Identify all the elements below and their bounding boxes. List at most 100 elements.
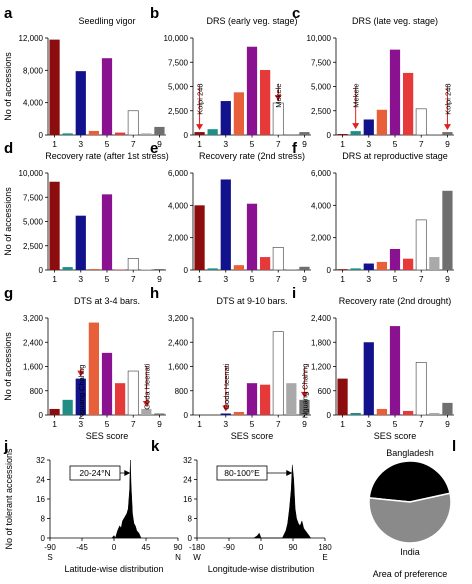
y-tick-label: 6,000: [168, 169, 189, 178]
panel-title: Seedling vigor: [78, 16, 135, 26]
annotation-kolpi-248: Kolpi 248: [443, 84, 452, 131]
bar-score-7: [127, 258, 139, 271]
pie-label: Bangladesh: [386, 448, 434, 458]
annotation-nguang-chahng: Nguang Chahng: [77, 365, 86, 420]
annotation-label: Nguang Chahng: [77, 365, 86, 420]
bar-score-4: [88, 322, 100, 415]
x-tick-label: 9: [302, 274, 307, 284]
panel-letter: a: [4, 5, 13, 22]
annotation-goda-heenati: Goda Heenati: [222, 363, 231, 412]
panel-letter: k: [151, 438, 160, 455]
bar-score-4: [376, 261, 388, 270]
x-tick-label: 3: [223, 274, 228, 284]
panel-l: l Bangladesh India Area of preference: [368, 438, 456, 579]
bar-score-5: [101, 352, 113, 415]
bar-score-5: [246, 203, 258, 270]
y-tick-label: 5,000: [168, 83, 189, 92]
annotation-label: Goda Heenati: [142, 363, 151, 410]
bar-score-2: [207, 129, 218, 135]
y-tick-label: 2,000: [311, 234, 332, 243]
pie-slice-bangladesh: [368, 460, 451, 503]
y-tick-label: 8,000: [23, 66, 44, 75]
bar-score-2: [350, 268, 361, 270]
panel-title: DRS at reproductive stage: [342, 151, 448, 161]
y-tick-label: 0: [188, 534, 193, 543]
y-tick-label: 24: [183, 476, 192, 485]
x-tick-label: 3: [366, 419, 371, 429]
x-tick-label: 9: [302, 139, 307, 149]
panel-letter: f: [292, 140, 298, 157]
bar-score-8: [429, 134, 440, 135]
x-tick-label: 1: [340, 419, 345, 429]
x-tick-label: 45: [142, 543, 151, 552]
x-tick-label: 9: [445, 419, 450, 429]
y-tick-label: 0: [184, 411, 189, 420]
callout-arrowhead: [124, 470, 131, 476]
bar-score-3: [75, 378, 86, 415]
bar-score-8: [141, 133, 152, 135]
x-tick-label: 9: [157, 419, 162, 429]
callout-arrowhead: [286, 470, 293, 476]
annotation-mekele: Mekele: [352, 84, 361, 130]
x-end-label: S: [47, 553, 52, 562]
y-tick-label: 1,600: [23, 363, 44, 372]
x-tick-label: 9: [445, 274, 450, 284]
bar-score-3: [363, 263, 374, 270]
x-axis-label: SES score: [231, 431, 274, 441]
x-tick-label: 90: [174, 543, 183, 552]
panel-title: Recovery rate (2nd drought): [339, 296, 452, 306]
bar-score-3: [363, 119, 374, 135]
bar-score-8: [286, 383, 297, 415]
bar-score-6: [402, 410, 414, 415]
bar-score-3: [220, 413, 231, 415]
bar-score-4: [376, 109, 388, 135]
bar-score-6: [402, 72, 414, 135]
panel-letter: c: [292, 5, 300, 22]
annotation-arrowhead: [77, 370, 85, 377]
y-tick-label: 0: [184, 131, 189, 140]
y-tick-label: 2,400: [23, 338, 44, 347]
bar-score-8: [429, 257, 440, 270]
peak-callout: 20-24°N: [69, 465, 131, 481]
y-tick-label: 2,400: [168, 338, 189, 347]
callout-label: 80-100°E: [224, 468, 260, 478]
annotation-label: Kolpi 248: [443, 84, 452, 115]
panel-c: c DRS (late veg. stage) 0 2,500 5,000 7,500 10…: [292, 5, 454, 149]
y-tick-label: 6,000: [311, 169, 332, 178]
y-axis-label: No of accessions: [3, 52, 13, 121]
x-tick-label: 5: [250, 139, 255, 149]
x-tick-label: 3: [223, 139, 228, 149]
panel-i: i Recovery rate (2nd drought) 0 600 1,200 1,8…: [292, 285, 454, 441]
annotation-label: Goda Heenati: [222, 363, 231, 410]
panel-e: e Recovery rate (2nd stress) 0 2,000 4,000 6,…: [150, 140, 311, 284]
bar-score-9: [442, 132, 453, 135]
x-tick-label: 5: [393, 274, 398, 284]
x-tick-label: 0: [259, 543, 264, 552]
bar-score-2: [207, 268, 218, 270]
bar-score-4: [376, 408, 388, 415]
panel-letter: i: [292, 285, 296, 302]
panel-k: k 0 8 16 24 32 -180 -90 0 90 180 W E Longitude-wise d…: [151, 438, 332, 574]
bar-score-8: [141, 408, 152, 415]
y-tick-label: 600: [318, 387, 332, 396]
x-tick-label: 3: [223, 419, 228, 429]
bar-score-2: [350, 412, 361, 415]
x-tick-label: 1: [340, 274, 345, 284]
panel-title: Recovery rate (after 1st stress): [45, 151, 169, 161]
y-axis-label: No of accessions: [3, 332, 13, 401]
y-tick-label: 10,000: [307, 34, 332, 43]
y-tick-label: 2,500: [311, 107, 332, 116]
bar-score-6: [259, 70, 271, 135]
x-axis-label: SES score: [86, 431, 129, 441]
y-tick-label: 1,800: [311, 338, 332, 347]
distribution-area: [111, 459, 142, 539]
bar-score-4: [88, 130, 100, 135]
x-tick-label: 1: [340, 139, 345, 149]
bar-score-5: [101, 58, 113, 136]
peak-callout: 80-100°E: [216, 465, 293, 481]
x-tick-label: 9: [157, 274, 162, 284]
bar-score-6: [402, 258, 414, 270]
bar-score-8: [286, 269, 297, 270]
bar-score-5: [246, 46, 258, 136]
y-tick-label: 1,600: [168, 363, 189, 372]
